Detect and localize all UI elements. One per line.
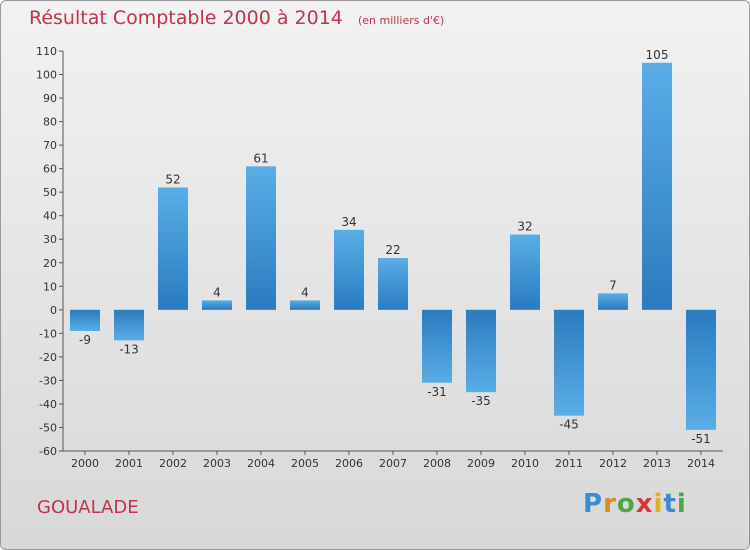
y-tick-label: 40 — [43, 210, 57, 223]
x-tick-label: 2010 — [511, 457, 539, 470]
y-tick-label: 20 — [43, 257, 57, 270]
x-tick-label: 2008 — [423, 457, 451, 470]
x-tick-label: 2002 — [159, 457, 187, 470]
data-label: -45 — [559, 418, 579, 432]
y-tick-label: 10 — [43, 280, 57, 293]
bar — [70, 309, 100, 331]
y-tick-label: 60 — [43, 163, 57, 176]
x-tick-label: 2013 — [643, 457, 671, 470]
logo-letter: i — [676, 489, 687, 519]
bar — [686, 309, 716, 430]
y-tick-label: 50 — [43, 186, 57, 199]
bar — [202, 300, 232, 310]
commune-name: GOUALADE — [37, 497, 139, 518]
logo-letter: o — [616, 489, 636, 519]
x-tick-label: 2007 — [379, 457, 407, 470]
bar — [290, 300, 320, 310]
x-tick-label: 2004 — [247, 457, 275, 470]
data-label: 32 — [517, 220, 532, 234]
y-tick-label: 30 — [43, 233, 57, 246]
bar — [378, 258, 408, 310]
x-tick-label: 2005 — [291, 457, 319, 470]
y-tick-label: 80 — [43, 116, 57, 129]
data-label: 4 — [301, 285, 309, 299]
logo-letter: x — [635, 489, 654, 519]
proxiti-logo: Proxiti — [583, 489, 687, 519]
data-label: 52 — [165, 172, 180, 186]
x-tick-label: 2001 — [115, 457, 143, 470]
data-label: -31 — [427, 385, 447, 399]
bar — [334, 229, 364, 310]
data-label: -13 — [119, 342, 139, 356]
bar — [246, 166, 276, 310]
y-tick-label: 0 — [50, 304, 57, 317]
x-tick-label: 2009 — [467, 457, 495, 470]
x-tick-label: 2011 — [555, 457, 583, 470]
chart-title-block: Résultat Comptable 2000 à 2014 (en milli… — [29, 7, 444, 29]
logo-letter: i — [653, 489, 664, 519]
logo-letter: r — [603, 489, 617, 519]
y-tick-label: -50 — [39, 421, 57, 434]
data-label: 22 — [385, 243, 400, 257]
bar — [114, 309, 144, 341]
y-tick-label: -30 — [39, 374, 57, 387]
y-tick-label: -10 — [39, 327, 57, 340]
bar — [158, 187, 188, 310]
x-tick-label: 2000 — [71, 457, 99, 470]
data-label: -9 — [79, 333, 91, 347]
data-label: 34 — [341, 215, 356, 229]
logo-letter: P — [583, 489, 604, 519]
bar — [466, 309, 496, 393]
x-tick-label: 2003 — [203, 457, 231, 470]
y-tick-label: 70 — [43, 139, 57, 152]
x-tick-label: 2012 — [599, 457, 627, 470]
chart-subtitle: (en milliers d'€) — [357, 14, 445, 27]
bar — [422, 309, 452, 383]
data-label: -51 — [691, 432, 711, 446]
bar — [642, 62, 672, 310]
x-tick-label: 2014 — [687, 457, 715, 470]
bar — [510, 234, 540, 310]
data-label: 4 — [213, 285, 221, 299]
data-label: 7 — [609, 278, 617, 292]
y-tick-label: -40 — [39, 398, 57, 411]
y-tick-label: -60 — [39, 445, 57, 458]
y-tick-label: 90 — [43, 92, 57, 105]
data-label: 61 — [253, 151, 268, 165]
data-label: 105 — [646, 48, 669, 62]
bar — [554, 309, 584, 416]
data-label: -35 — [471, 394, 491, 408]
y-tick-label: 100 — [36, 69, 57, 82]
y-tick-label: -20 — [39, 351, 57, 364]
chart-title: Résultat Comptable 2000 à 2014 — [29, 7, 343, 29]
logo-letter: t — [663, 489, 677, 519]
bar — [598, 293, 628, 310]
y-tick-label: 110 — [36, 45, 57, 58]
x-tick-label: 2006 — [335, 457, 363, 470]
